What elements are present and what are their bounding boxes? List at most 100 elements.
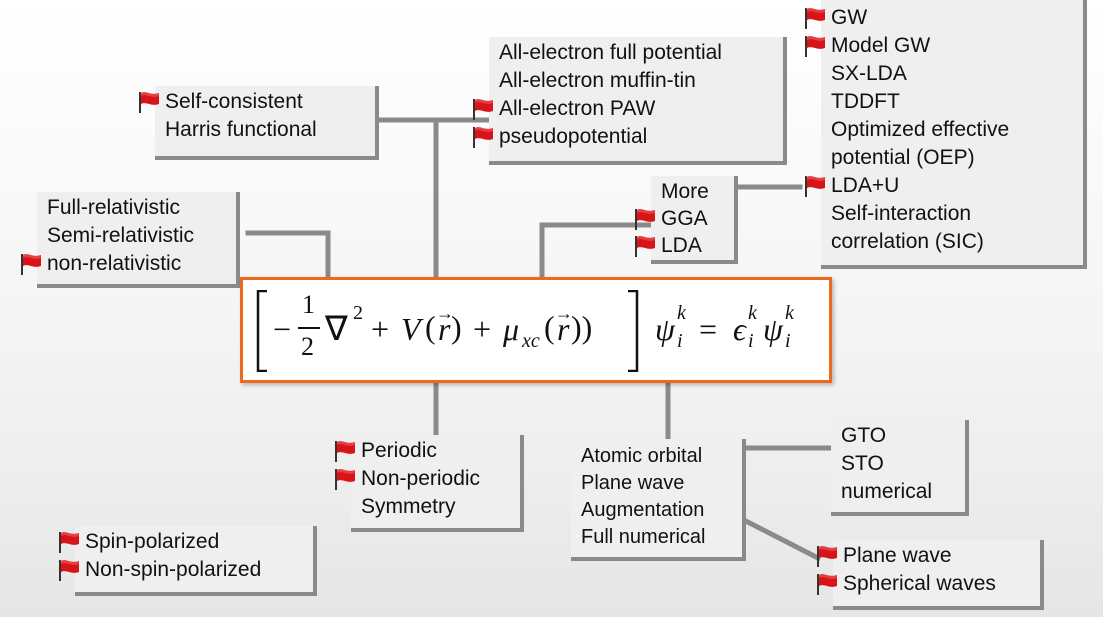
eq-psi-left-sub: i: [677, 330, 683, 352]
box-augmentation: Plane wave Spherical waves: [817, 540, 1044, 610]
option-label: numerical: [841, 478, 955, 506]
eq-frac-bar: [298, 327, 320, 329]
option-label: Full numerical: [581, 524, 732, 551]
eq-psi-left-sup: k: [677, 302, 686, 324]
connector-relativistic: [245, 230, 331, 283]
option-label: All-electron PAW: [473, 95, 773, 123]
option-text: correlation (SIC): [831, 230, 984, 253]
box-basis: Atomic orbital Plane wave Augmentation Full…: [571, 439, 746, 561]
eq-paren-close-1: ): [451, 309, 462, 345]
option-label: TDDFT: [831, 88, 1073, 116]
option-label: GGA: [635, 205, 724, 232]
option-label: GTO: [841, 422, 955, 450]
red-flag-icon: [635, 236, 655, 257]
option-text: GGA: [661, 207, 708, 230]
red-flag-icon: [473, 99, 493, 120]
option-label: All-electron muffin-tin: [499, 67, 773, 95]
option-text: More: [661, 180, 709, 203]
eq-mu: μ: [503, 311, 520, 347]
option-text: Non-spin-polarized: [85, 558, 262, 581]
option-text: Self-consistent: [165, 90, 303, 113]
option-label: Harris functional: [165, 116, 365, 144]
left-bracket: [256, 290, 267, 372]
eq-paren-open-1: (: [425, 309, 436, 345]
box-beyond-lda: GW Model GW SX-LDA TDDFT Optimized effective…: [805, 0, 1087, 269]
red-flag-icon: [21, 254, 41, 275]
box-periodicity: Periodic Non-periodic Symmetry: [335, 435, 524, 532]
option-text: TDDFT: [831, 90, 900, 113]
eq-position-2: r: [557, 311, 570, 347]
option-text: Full numerical: [581, 526, 706, 548]
eq-mu-subscript: xc: [522, 330, 540, 352]
eq-epsilon: ϵ: [733, 311, 746, 347]
option-label: Symmetry: [361, 493, 510, 521]
option-text: LDA: [661, 234, 702, 257]
option-label: Spin-polarized: [59, 528, 303, 556]
option-label: LDA: [635, 232, 724, 259]
option-label: correlation (SIC): [831, 228, 1073, 256]
option-label: Atomic orbital: [581, 443, 732, 470]
option-text: All-electron PAW: [499, 97, 656, 120]
option-text: GW: [831, 6, 868, 29]
kohn-sham-equation: − 1 2 ∇ 2 + V ( → r ) + μ xc ( → r )) ψ …: [240, 277, 832, 383]
option-text: Non-periodic: [361, 467, 481, 490]
eq-paren-close-2: )): [571, 309, 593, 345]
option-label: Self-interaction: [831, 200, 1073, 228]
option-text: Plane wave: [843, 544, 952, 567]
option-text: Optimized effective: [831, 118, 1010, 141]
option-text: LDA+U: [831, 174, 900, 197]
option-label: potential (OEP): [831, 144, 1073, 172]
option-label: SX-LDA: [831, 60, 1073, 88]
option-text: Spin-polarized: [85, 530, 220, 553]
box-scf: Self-consistent Harris functional: [139, 86, 379, 160]
box-spin: Spin-polarized Non-spin-polarized: [59, 526, 317, 596]
eq-epsilon-sup: k: [748, 302, 757, 324]
option-text: Symmetry: [361, 495, 456, 518]
option-text: potential (OEP): [831, 146, 975, 169]
option-text: All-electron full potential: [499, 41, 722, 64]
option-text: Model GW: [831, 34, 931, 57]
red-flag-icon: [335, 469, 355, 490]
option-label: LDA+U: [805, 172, 1073, 200]
red-flag-icon: [805, 36, 825, 57]
red-flag-icon: [805, 8, 825, 29]
option-label: Non-spin-polarized: [59, 556, 303, 584]
eq-plus-1: +: [371, 311, 390, 347]
eq-psi-right: ψ: [763, 311, 783, 347]
eq-psi-left: ψ: [655, 311, 675, 347]
box-xc-functional: More GGA LDA: [635, 176, 738, 264]
option-label: Non-periodic: [335, 465, 510, 493]
eq-vec-arrow-2: →: [555, 303, 573, 323]
connector-augmentation: [728, 510, 822, 562]
option-text: SX-LDA: [831, 62, 907, 85]
eq-nabla: ∇: [325, 311, 348, 348]
red-flag-icon: [139, 92, 159, 113]
option-text: non-relativistic: [47, 252, 182, 275]
option-text: GTO: [841, 424, 887, 447]
option-text: numerical: [841, 480, 933, 503]
right-bracket: [628, 290, 639, 372]
red-flag-icon: [59, 532, 79, 553]
red-flag-icon: [335, 441, 355, 462]
option-text: Spherical waves: [843, 572, 996, 595]
option-label: Plane wave: [817, 542, 1030, 570]
option-label: Model GW: [805, 32, 1073, 60]
eq-plus-2: +: [473, 311, 492, 347]
red-flag-icon: [817, 546, 837, 567]
eq-vec-arrow-1: →: [436, 303, 454, 323]
red-flag-icon: [817, 574, 837, 595]
option-label: GW: [805, 4, 1073, 32]
option-label: Self-consistent: [139, 88, 365, 116]
red-flag-icon: [59, 560, 79, 581]
option-label: Full-relativistic: [47, 194, 226, 222]
eq-position-1: r: [438, 311, 451, 347]
red-flag-icon: [635, 209, 655, 230]
option-label: Spherical waves: [817, 570, 1030, 598]
option-label: Optimized effective: [831, 116, 1073, 144]
option-label: Periodic: [335, 437, 510, 465]
option-label: pseudopotential: [473, 123, 773, 151]
option-text: All-electron muffin-tin: [499, 69, 696, 92]
eq-frac-denominator: 2: [301, 332, 314, 361]
eq-psi-right-sup: k: [785, 302, 794, 324]
